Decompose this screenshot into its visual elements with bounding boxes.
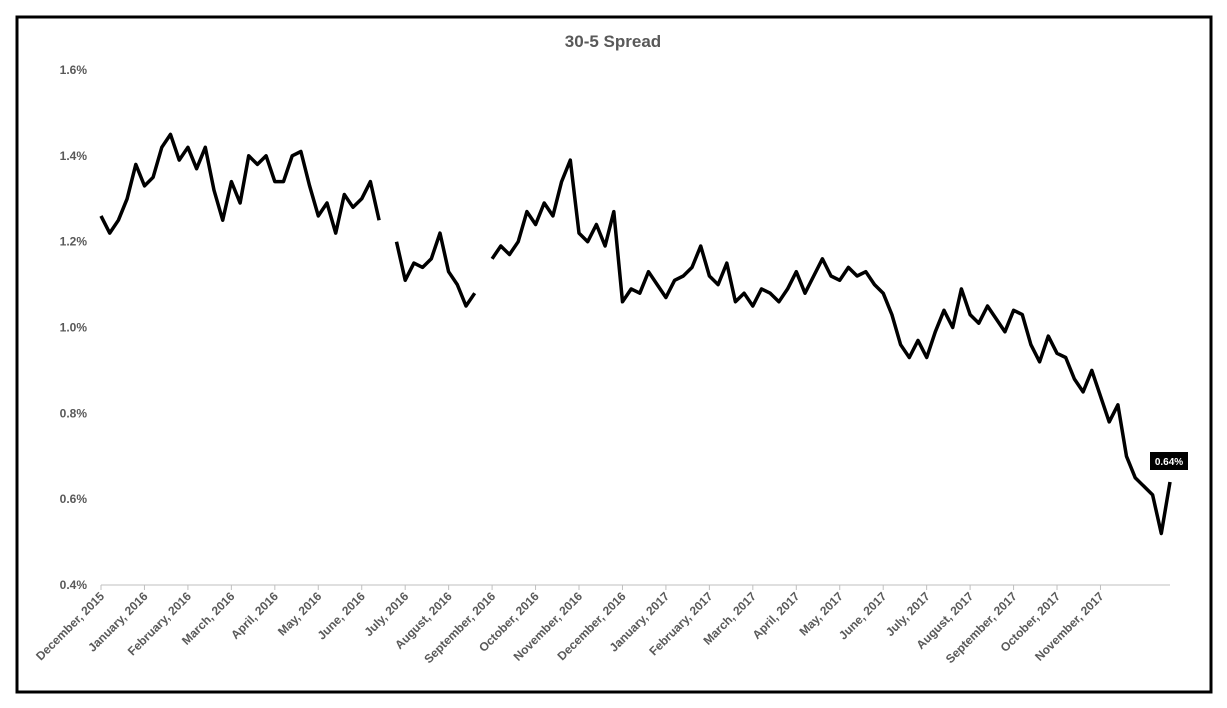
- data-label: 0.64%: [1155, 457, 1183, 468]
- y-tick-label: 1.4%: [60, 149, 88, 163]
- y-tick-label: 1.2%: [60, 235, 88, 249]
- y-tick-label: 0.8%: [60, 406, 88, 420]
- y-tick-label: 1.0%: [60, 321, 88, 335]
- y-tick-label: 0.4%: [60, 578, 88, 592]
- chart-frame: [15, 15, 1213, 694]
- y-tick-label: 1.6%: [60, 63, 88, 77]
- y-tick-label: 0.6%: [60, 492, 88, 506]
- data-label-box: [1150, 452, 1188, 470]
- series-line: [99, 132, 1172, 536]
- chart-title: 30-5 Spread: [565, 32, 661, 51]
